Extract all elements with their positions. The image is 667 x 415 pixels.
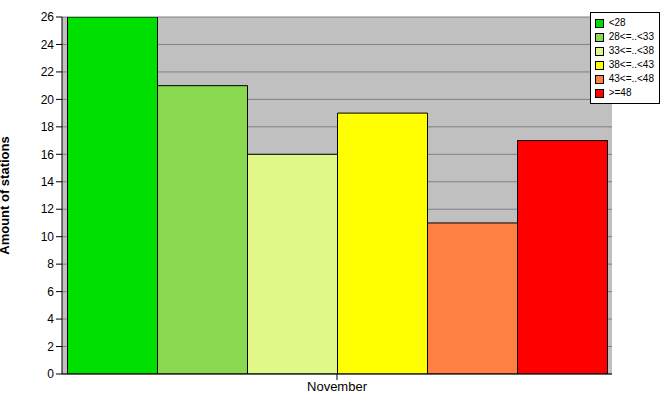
- html-text:38<=..<43: 38<=..<43: [608, 59, 654, 70]
- svg-text:8: 8: [47, 257, 54, 271]
- svg-text:24: 24: [41, 38, 55, 52]
- svg-text:12: 12: [41, 202, 55, 216]
- html-text:33<=..<38: 33<=..<38: [608, 45, 654, 56]
- svg-text:18: 18: [41, 120, 55, 134]
- svg-text:0: 0: [47, 367, 54, 381]
- svg-text:14: 14: [41, 175, 55, 189]
- svg-text:4: 4: [47, 312, 54, 326]
- html-text:<28: <28: [608, 17, 626, 28]
- html-text:28<=..<33: 28<=..<33: [608, 31, 654, 42]
- svg-text:2: 2: [47, 340, 54, 354]
- svg-text:November: November: [307, 379, 368, 394]
- html-text:>=48: >=48: [608, 87, 632, 98]
- svg-text:20: 20: [41, 93, 55, 107]
- svg-text:10: 10: [41, 230, 55, 244]
- svg-text:6: 6: [47, 285, 54, 299]
- svg-text:16: 16: [41, 148, 55, 162]
- svg-text:26: 26: [41, 10, 55, 24]
- svg-text:22: 22: [41, 65, 55, 79]
- html-text:43<=..<48: 43<=..<48: [608, 73, 654, 84]
- svg-text:Amount of stations: Amount of stations: [8, 136, 12, 254]
